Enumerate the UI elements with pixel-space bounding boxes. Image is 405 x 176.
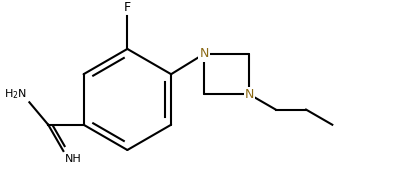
Text: N: N (199, 48, 208, 61)
Text: F: F (124, 1, 130, 14)
Text: H$_2$N: H$_2$N (4, 87, 27, 101)
Text: N: N (244, 88, 254, 101)
Text: NH: NH (64, 154, 81, 164)
